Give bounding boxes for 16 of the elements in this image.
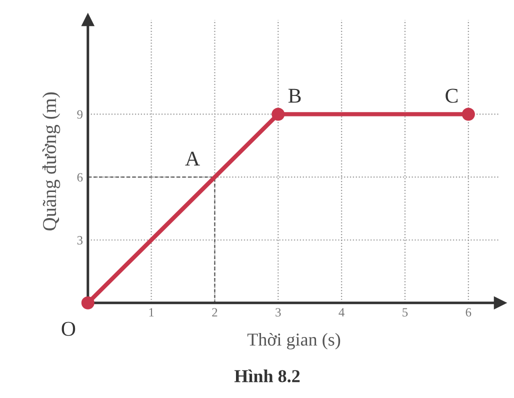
- y-axis-title: Quãng đường (m): [42, 92, 60, 230]
- annotation: O: [62, 322, 76, 336]
- y-tick-label: 3: [77, 236, 83, 244]
- y-tick-label: 6: [77, 173, 83, 182]
- x-tick-label: 5: [402, 308, 408, 317]
- x-tick-label: 4: [338, 308, 344, 316]
- x-tick-label: 1: [149, 308, 154, 316]
- y-tick-label: 9: [77, 110, 83, 119]
- x-tick-label: 2: [212, 308, 218, 316]
- text: Hình 8.2: [234, 370, 300, 382]
- annotation: A: [185, 152, 200, 166]
- annotation: C: [446, 88, 458, 103]
- x-axis-title: Thời gian (s): [247, 332, 340, 350]
- x-tick-label: 3: [276, 308, 281, 317]
- x-tick-label: 6: [466, 308, 472, 317]
- annotation: B: [288, 88, 301, 103]
